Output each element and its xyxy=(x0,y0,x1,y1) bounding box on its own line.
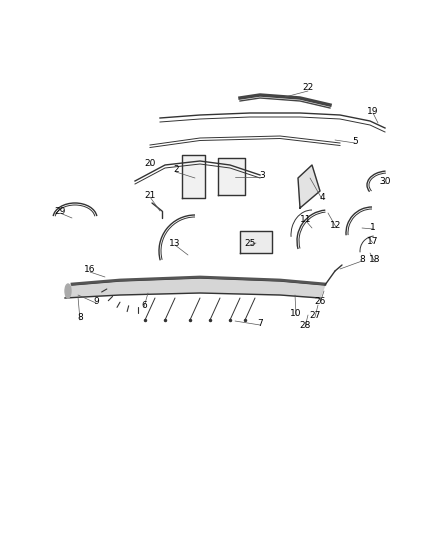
Polygon shape xyxy=(240,231,272,253)
Text: 26: 26 xyxy=(314,296,326,305)
Text: 12: 12 xyxy=(330,221,342,230)
Text: 21: 21 xyxy=(144,190,155,199)
Polygon shape xyxy=(65,278,325,298)
Polygon shape xyxy=(218,158,245,195)
Text: 5: 5 xyxy=(352,136,358,146)
Text: 27: 27 xyxy=(309,311,321,319)
Text: 8: 8 xyxy=(359,254,365,263)
Text: 9: 9 xyxy=(93,296,99,305)
Text: 20: 20 xyxy=(144,158,155,167)
Text: 18: 18 xyxy=(369,255,381,264)
Text: 13: 13 xyxy=(169,238,181,247)
Text: 29: 29 xyxy=(54,206,66,215)
Text: 11: 11 xyxy=(300,214,312,223)
Text: 1: 1 xyxy=(370,222,376,231)
Ellipse shape xyxy=(65,284,71,298)
Text: 7: 7 xyxy=(257,319,263,327)
Polygon shape xyxy=(182,155,205,198)
Text: 10: 10 xyxy=(290,309,302,318)
Polygon shape xyxy=(298,165,320,208)
Text: 3: 3 xyxy=(259,171,265,180)
Text: 22: 22 xyxy=(302,84,314,93)
Text: 25: 25 xyxy=(244,238,256,247)
Text: 19: 19 xyxy=(367,107,379,116)
Text: 16: 16 xyxy=(84,265,96,274)
Text: 17: 17 xyxy=(367,237,379,246)
Text: 30: 30 xyxy=(379,176,391,185)
Text: 8: 8 xyxy=(77,313,83,322)
Text: 4: 4 xyxy=(319,192,325,201)
Text: 28: 28 xyxy=(299,320,311,329)
Text: 6: 6 xyxy=(141,301,147,310)
Text: 2: 2 xyxy=(173,166,179,174)
